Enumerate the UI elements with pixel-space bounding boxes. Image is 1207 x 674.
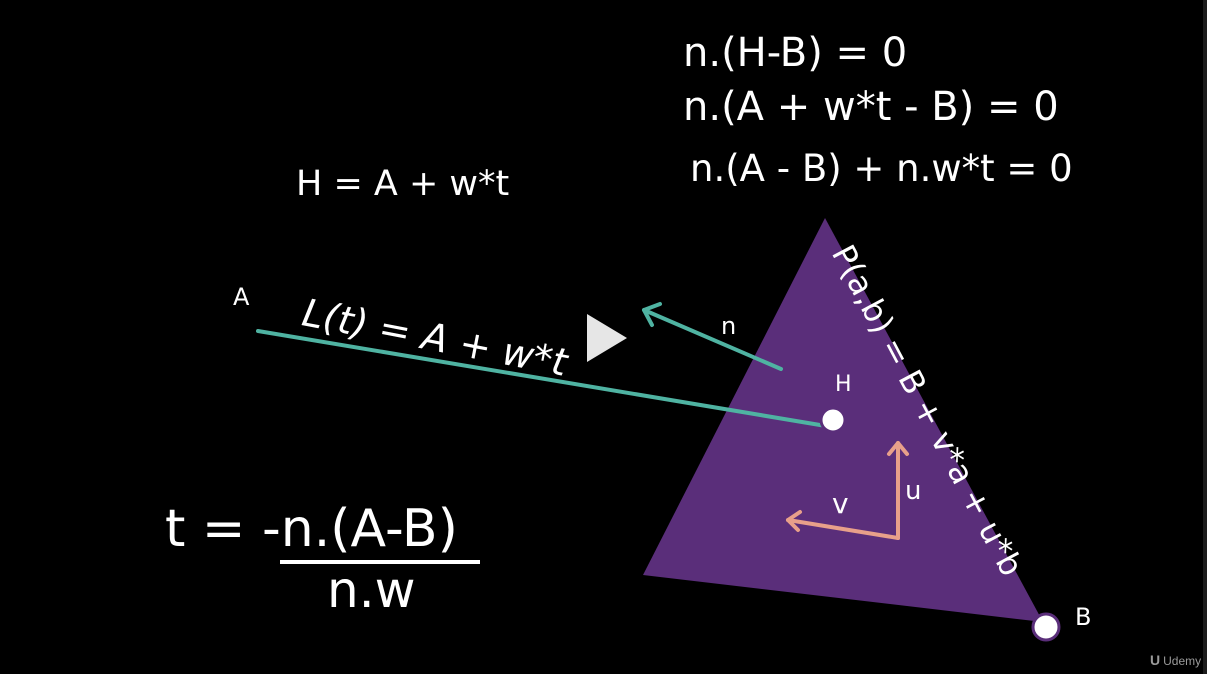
label-point-h: H: [835, 372, 852, 397]
v-arrow: [786, 518, 900, 540]
basis-arrows: [786, 441, 909, 540]
ray-line: [256, 329, 828, 428]
label-normal: n: [721, 312, 737, 340]
frame-edge: [1203, 0, 1207, 674]
label-point-a: A: [233, 283, 250, 311]
t-formula-numerator: t = -n.(A-B): [165, 499, 458, 559]
udemy-logo-icon: U: [1150, 652, 1161, 668]
point-b: [1031, 612, 1061, 642]
watermark-text: Udemy: [1163, 654, 1202, 668]
udemy-watermark: U Udemy: [1150, 652, 1201, 668]
label-u: u: [905, 476, 922, 506]
equation-h-definition: H = A + w*t: [296, 164, 510, 204]
normal-arrow: [642, 302, 783, 371]
fraction-bar: [280, 560, 480, 564]
label-v: v: [832, 487, 849, 520]
equation-h-minus-b: n.(H-B) = 0: [683, 30, 908, 76]
label-point-b: B: [1075, 603, 1092, 631]
t-formula-denominator: n.w: [327, 561, 416, 619]
equation-a-w-t-b: n.(A + w*t - B) = 0: [683, 84, 1059, 130]
point-h: [819, 406, 847, 434]
equation-expanded: n.(A - B) + n.w*t = 0: [690, 147, 1073, 190]
play-button[interactable]: [585, 312, 629, 364]
play-icon: [587, 314, 627, 362]
